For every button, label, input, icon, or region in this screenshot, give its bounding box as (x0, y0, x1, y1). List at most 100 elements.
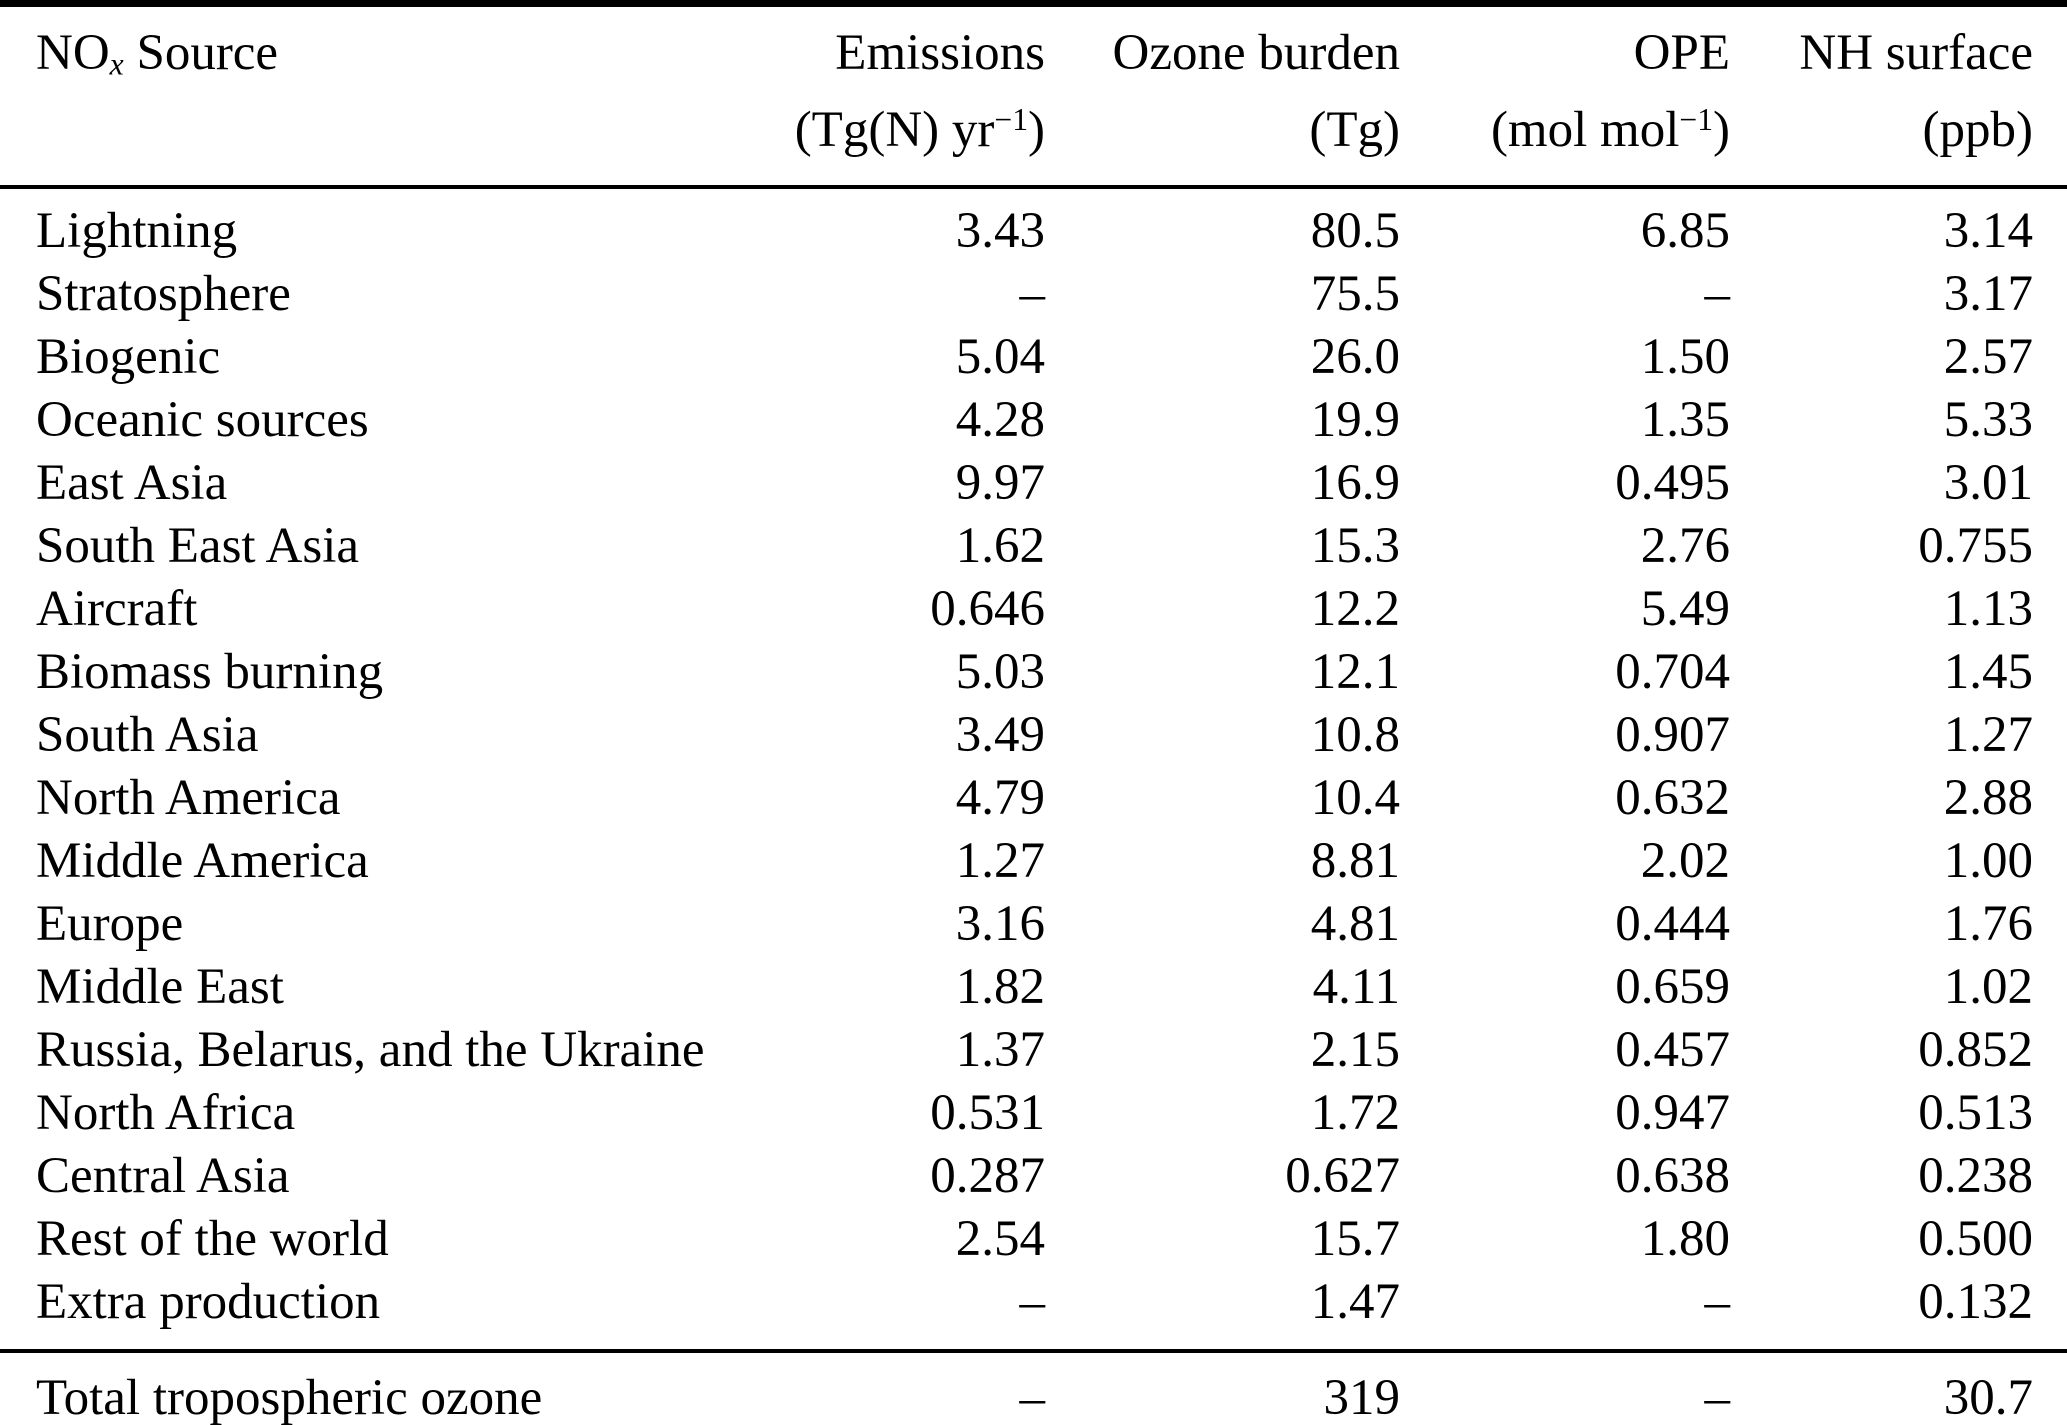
cell-nh-surface: 1.45 (1943, 643, 2033, 700)
table-footer: Total tropospheric ozone – 319 – 30.7 (0, 1349, 2067, 1425)
cell-nh-surface: 1.00 (1943, 832, 2033, 889)
nh-surface-column-header: NH surface (1799, 25, 2033, 81)
cell-nh-surface: 1.27 (1943, 706, 2033, 763)
nh-surface-unit: (ppb) (1730, 89, 2067, 189)
cell-ope: 1.35 (1640, 391, 1730, 448)
cell-total-label: Total tropospheric ozone (0, 1349, 700, 1425)
cell-source: Central Asia (36, 1147, 290, 1204)
cell-ozone-burden: 4.11 (1312, 958, 1400, 1015)
cell-emissions: 1.37 (955, 1021, 1045, 1078)
cell-ope: 2.02 (1640, 832, 1730, 889)
table-row: Oceanic sources 4.28 19.9 1.35 5.33 (0, 388, 2067, 451)
cell-ope: 0.704 (1615, 643, 1730, 700)
cell-emissions: 4.79 (955, 769, 1045, 826)
table-row: Middle East 1.82 4.11 0.659 1.02 (0, 955, 2067, 1018)
cell-ozone-burden: 80.5 (1310, 202, 1400, 259)
cell-nh-surface: 0.500 (1918, 1210, 2033, 1267)
table-row: South Asia 3.49 10.8 0.907 1.27 (0, 703, 2067, 766)
emissions-unit: (Tg(N) yr−1) (700, 89, 1045, 189)
cell-nh-surface: 3.17 (1943, 265, 2033, 322)
header-label-row: NOx Source Emissions Ozone burden OPE NH… (0, 4, 2067, 90)
table-row: Stratosphere – 75.5 – 3.17 (0, 262, 2067, 325)
cell-source: South East Asia (36, 517, 360, 574)
cell-ozone-burden: 10.4 (1310, 769, 1400, 826)
emissions-unit-exponent: −1 (994, 102, 1029, 138)
cell-ozone-burden: 26.0 (1310, 328, 1400, 385)
cell-ozone-burden: 1.47 (1310, 1273, 1400, 1330)
cell-emissions: – (1019, 265, 1046, 322)
table-header: NOx Source Emissions Ozone burden OPE NH… (0, 4, 2067, 189)
cell-ope: 0.457 (1615, 1021, 1730, 1078)
ope-unit: (mol mol−1) (1400, 89, 1730, 189)
ozone-burden-column-header: Ozone burden (1112, 25, 1400, 81)
cell-source: North America (36, 769, 341, 826)
cell-emissions: 5.04 (955, 328, 1045, 385)
cell-ope: 5.49 (1640, 580, 1730, 637)
cell-ope: 0.495 (1615, 454, 1730, 511)
table-row: East Asia 9.97 16.9 0.495 3.01 (0, 451, 2067, 514)
table-row: Biogenic 5.04 26.0 1.50 2.57 (0, 325, 2067, 388)
cell-nh-surface: 0.755 (1918, 517, 2033, 574)
cell-source: Lightning (36, 202, 238, 259)
cell-nh-surface: 0.132 (1918, 1273, 2033, 1330)
cell-emissions: 0.646 (930, 580, 1045, 637)
ope-unit-exponent: −1 (1679, 102, 1714, 138)
table-row: North America 4.79 10.4 0.632 2.88 (0, 766, 2067, 829)
cell-ope: 0.638 (1615, 1147, 1730, 1204)
cell-ope: 1.80 (1640, 1210, 1730, 1267)
cell-nh-surface: 2.88 (1943, 769, 2033, 826)
table-row: Extra production – 1.47 – 0.132 (0, 1270, 2067, 1351)
cell-source: South Asia (36, 706, 259, 763)
cell-emissions: 0.287 (930, 1147, 1045, 1204)
source-column-header: NOx Source (0, 4, 700, 90)
cell-nh-surface: 0.238 (1918, 1147, 2033, 1204)
cell-emissions: 3.16 (955, 895, 1045, 952)
cell-emissions: 1.82 (955, 958, 1045, 1015)
table-row: Biomass burning 5.03 12.1 0.704 1.45 (0, 640, 2067, 703)
cell-nh-surface: 1.13 (1943, 580, 2033, 637)
source-unit-blank (0, 89, 700, 189)
cell-source: Oceanic sources (36, 391, 369, 448)
table-row: Aircraft 0.646 12.2 5.49 1.13 (0, 577, 2067, 640)
cell-source: Extra production (36, 1273, 381, 1330)
cell-source: Stratosphere (36, 265, 291, 322)
cell-nh-surface: 0.513 (1918, 1084, 2033, 1141)
cell-ozone-burden: 12.1 (1310, 643, 1400, 700)
cell-nh-surface: 3.01 (1943, 454, 2033, 511)
cell-ope: 0.907 (1615, 706, 1730, 763)
cell-source: Russia, Belarus, and the Ukraine (36, 1021, 705, 1078)
cell-total-emissions: – (700, 1349, 1045, 1425)
cell-ope: – (1704, 1273, 1731, 1330)
cell-source: Europe (36, 895, 184, 952)
cell-total-ozone-burden: 319 (1045, 1349, 1400, 1425)
cell-source: Rest of the world (36, 1210, 389, 1267)
cell-ozone-burden: 1.72 (1310, 1084, 1400, 1141)
nox-subscript: x (109, 46, 124, 82)
cell-total-ope: – (1400, 1349, 1730, 1425)
cell-emissions: 4.28 (955, 391, 1045, 448)
cell-emissions: 3.49 (955, 706, 1045, 763)
cell-nh-surface: 2.57 (1943, 328, 2033, 385)
cell-ozone-burden: 0.627 (1285, 1147, 1400, 1204)
cell-ozone-burden: 12.2 (1310, 580, 1400, 637)
cell-ope: – (1704, 265, 1731, 322)
cell-source: Middle America (36, 832, 369, 889)
cell-source: North Africa (36, 1084, 296, 1141)
ope-column-header: OPE (1633, 25, 1730, 81)
cell-emissions: 1.27 (955, 832, 1045, 889)
table-row: Middle America 1.27 8.81 2.02 1.00 (0, 829, 2067, 892)
cell-ozone-burden: 19.9 (1310, 391, 1400, 448)
cell-ozone-burden: 2.15 (1310, 1021, 1400, 1078)
cell-ope: 0.659 (1615, 958, 1730, 1015)
cell-ope: 2.76 (1640, 517, 1730, 574)
cell-emissions: 1.62 (955, 517, 1045, 574)
table-row: Europe 3.16 4.81 0.444 1.76 (0, 892, 2067, 955)
cell-nh-surface: 5.33 (1943, 391, 2033, 448)
total-row: Total tropospheric ozone – 319 – 30.7 (0, 1349, 2067, 1425)
cell-nh-surface: 3.14 (1943, 202, 2033, 259)
cell-ozone-burden: 15.7 (1310, 1210, 1400, 1267)
cell-ozone-burden: 4.81 (1310, 895, 1400, 952)
cell-emissions: – (1019, 1273, 1046, 1330)
cell-nh-surface: 0.852 (1918, 1021, 2033, 1078)
